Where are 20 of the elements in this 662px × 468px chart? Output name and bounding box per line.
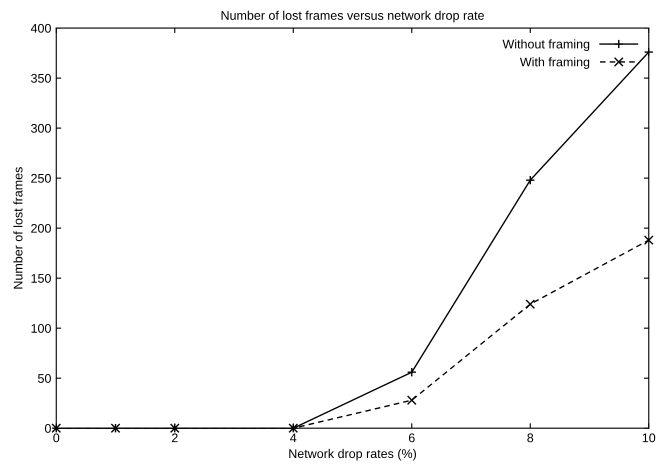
x-tick-label: 2 [172,433,178,442]
y-tick-label: 100 [32,324,51,333]
y-tick-label: 400 [30,24,51,33]
y-tick-label: 300 [31,124,51,133]
x-axis-title: Network drop rates (%) [289,448,416,461]
x-tick-label: 4 [290,434,296,442]
x-tick-label: 10 [642,433,656,442]
x-tick-label: 6 [408,433,415,442]
x-tick-label: 0 [53,433,60,442]
y-axis-title: Number of lost frames [13,167,23,289]
y-tick-label: 200 [31,224,51,233]
chart-title: Number of lost frames versus network drop rate [222,10,484,22]
y-tick-label: 50 [38,374,51,383]
y-tick-label: 150 [32,274,51,283]
legend-label: With framing [520,57,590,69]
y-tick-label: 0 [44,424,51,433]
y-tick-label: 350 [31,74,51,83]
legend-label: Without framing [502,39,590,51]
x-tick-label: 8 [527,433,534,442]
y-tick-label: 250 [31,174,51,183]
